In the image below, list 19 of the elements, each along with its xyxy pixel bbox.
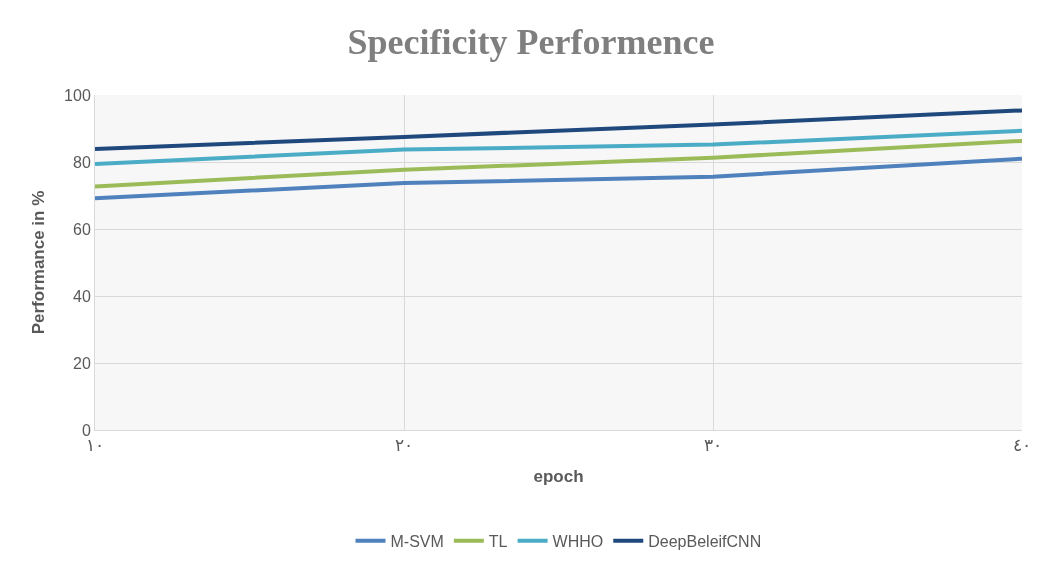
chart-title: Specificity Performence xyxy=(347,21,715,62)
y-tick-label: 20 xyxy=(73,354,91,372)
line-series xyxy=(95,108,1022,151)
y-tick-label: 80 xyxy=(73,153,91,171)
legend-label: TL xyxy=(488,532,508,550)
y-tick-label: 40 xyxy=(73,287,91,305)
x-tick-label: ٢٠ xyxy=(394,435,414,456)
line-series xyxy=(95,138,1022,189)
line-series xyxy=(95,156,1022,201)
line-series xyxy=(95,128,1022,167)
x-tick-label: ٣٠ xyxy=(703,435,723,456)
legend-label: WHHO xyxy=(552,532,604,550)
y-axis-title: Performance in % xyxy=(28,190,48,335)
legend-label: M-SVM xyxy=(390,532,444,550)
x-tick-label: ٤٠ xyxy=(1012,435,1032,456)
x-axis-title: epoch xyxy=(533,466,584,486)
y-tick-label: 60 xyxy=(73,220,91,238)
y-tick-label: 100 xyxy=(64,86,91,104)
legend-label: DeepBeleifCNN xyxy=(648,532,762,550)
